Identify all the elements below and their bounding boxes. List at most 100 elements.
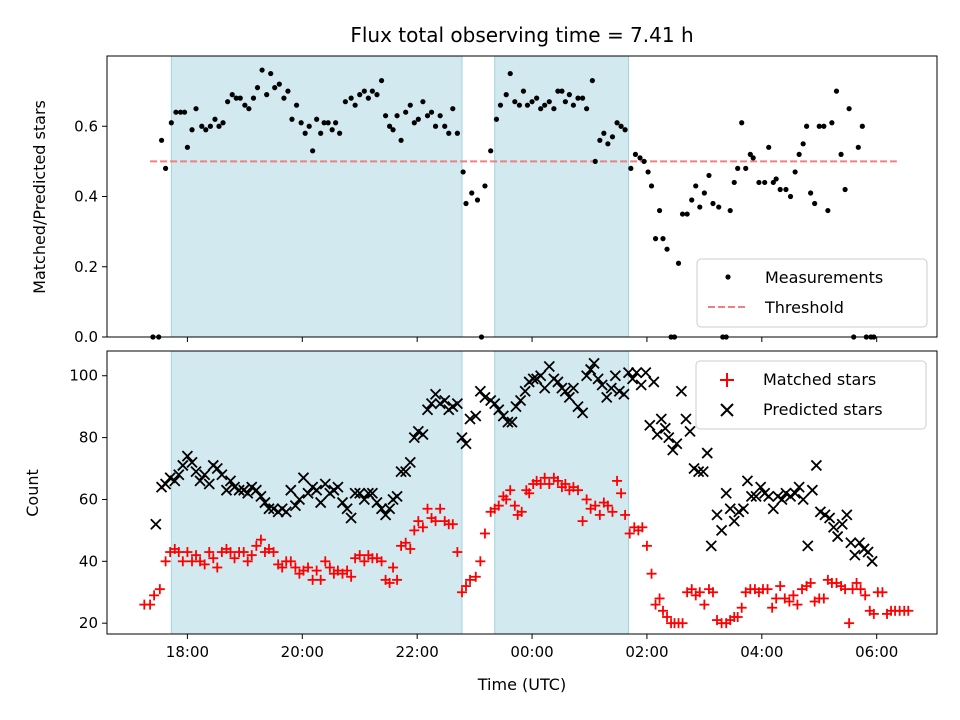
matched-star-point [784,596,795,607]
matched-star-point [877,587,888,598]
matched-star-point [320,556,331,567]
measurement-point [570,102,577,108]
matched-star-point [851,577,862,588]
predicted-star-point [474,385,486,397]
measurement-point [168,120,174,126]
predicted-star-point [493,404,505,416]
measurement-point [268,70,274,77]
y-tick-label: 0.6 [74,117,98,135]
measurement-point [302,130,308,136]
measurement-point [825,207,831,214]
measurement-point [735,165,741,171]
measurement-point [566,92,572,98]
predicted-star-point [349,487,361,499]
measurement-point [432,123,439,129]
predicted-star-point [464,413,476,425]
measurement-point [743,165,749,171]
matched-star-point [160,556,171,567]
shaded-region [170,55,463,338]
figure-title: Flux total observing time = 7.41 h [350,23,693,47]
predicted-star-point [585,363,597,376]
predicted-star-point [220,484,233,496]
predicted-star-point [400,465,412,478]
matched-star-point [475,556,486,567]
predicted-star-point [502,416,514,428]
measurement-point [329,127,335,133]
predicted-star-point [635,379,647,391]
predicted-star-point [259,496,271,509]
measurement-point [684,211,690,217]
predicted-star-point [506,416,518,428]
matched-star-point [145,599,156,610]
measurement-point [420,99,426,105]
measurements-series [150,67,877,340]
measurement-point [689,197,695,203]
measurement-point [259,67,265,73]
top-panel-legend: Measurements Threshold [696,258,928,328]
x-tick-label: 20:00 [281,643,324,661]
measurement-point [664,246,670,252]
y-tick-label: 80 [79,429,98,447]
predicted-star-point [684,425,696,438]
measurement-point [652,236,659,242]
measurement-point [679,211,686,217]
predicted-star-point [177,459,189,472]
predicted-star-point [745,490,758,503]
predicted-star-point [332,481,344,493]
matched-star-point [212,562,223,573]
measurement-point [237,95,243,101]
matched-star-point [771,593,782,604]
predicted-star-point [173,469,185,481]
predicted-star-point [190,465,202,478]
predicted-star-point [250,484,262,496]
predicted-star-point [789,487,801,499]
measurement-point [551,106,557,112]
measurement-point [310,148,316,154]
predicted-star-point [224,475,237,487]
predicted-star-point [242,487,254,499]
matched-stars-series [139,472,914,629]
measurement-point [601,130,607,136]
predicted-star-point [489,397,501,410]
matched-star-point [154,584,165,595]
predicted-star-point [479,391,491,404]
predicted-star-point [626,373,639,385]
measurement-point [411,120,417,126]
matched-star-point [775,581,786,592]
measurement-point [474,197,481,203]
predicted-star-point [439,394,451,407]
x-tick-label: 04:00 [740,643,783,661]
measurement-point [747,151,753,157]
predicted-star-point [203,478,215,490]
measurement-point [333,120,339,126]
matched-star-point [242,556,253,567]
measurement-point [361,88,367,94]
measurement-point [716,204,722,210]
matched-star-point [505,485,516,496]
predicted-star-point [211,462,223,475]
predicted-star-point [460,438,472,450]
measurement-point [808,190,814,196]
measurement-point [800,141,806,147]
predicted-star-point [199,469,211,481]
matched-star-point [792,599,803,610]
matched-star-point [251,540,262,551]
predicted-star-point [404,456,416,468]
measurement-point [855,144,861,150]
predicted-star-point [776,493,788,506]
measurement-point [766,144,772,150]
matched-star-point [736,602,747,613]
matched-star-point [818,593,829,604]
predicted-star-point [289,500,302,512]
predicted-star-point [580,370,593,382]
top-panel-frame [106,55,938,338]
predicted-star-point [395,465,407,478]
matched-star-point [246,550,257,561]
matched-star-point [435,503,446,514]
matched-star-point [285,556,296,567]
matched-star-point [342,565,353,576]
measurement-point [693,183,699,189]
shaded-region [494,55,630,338]
matched-star-point [662,611,673,622]
predicted-star-point [750,490,762,503]
